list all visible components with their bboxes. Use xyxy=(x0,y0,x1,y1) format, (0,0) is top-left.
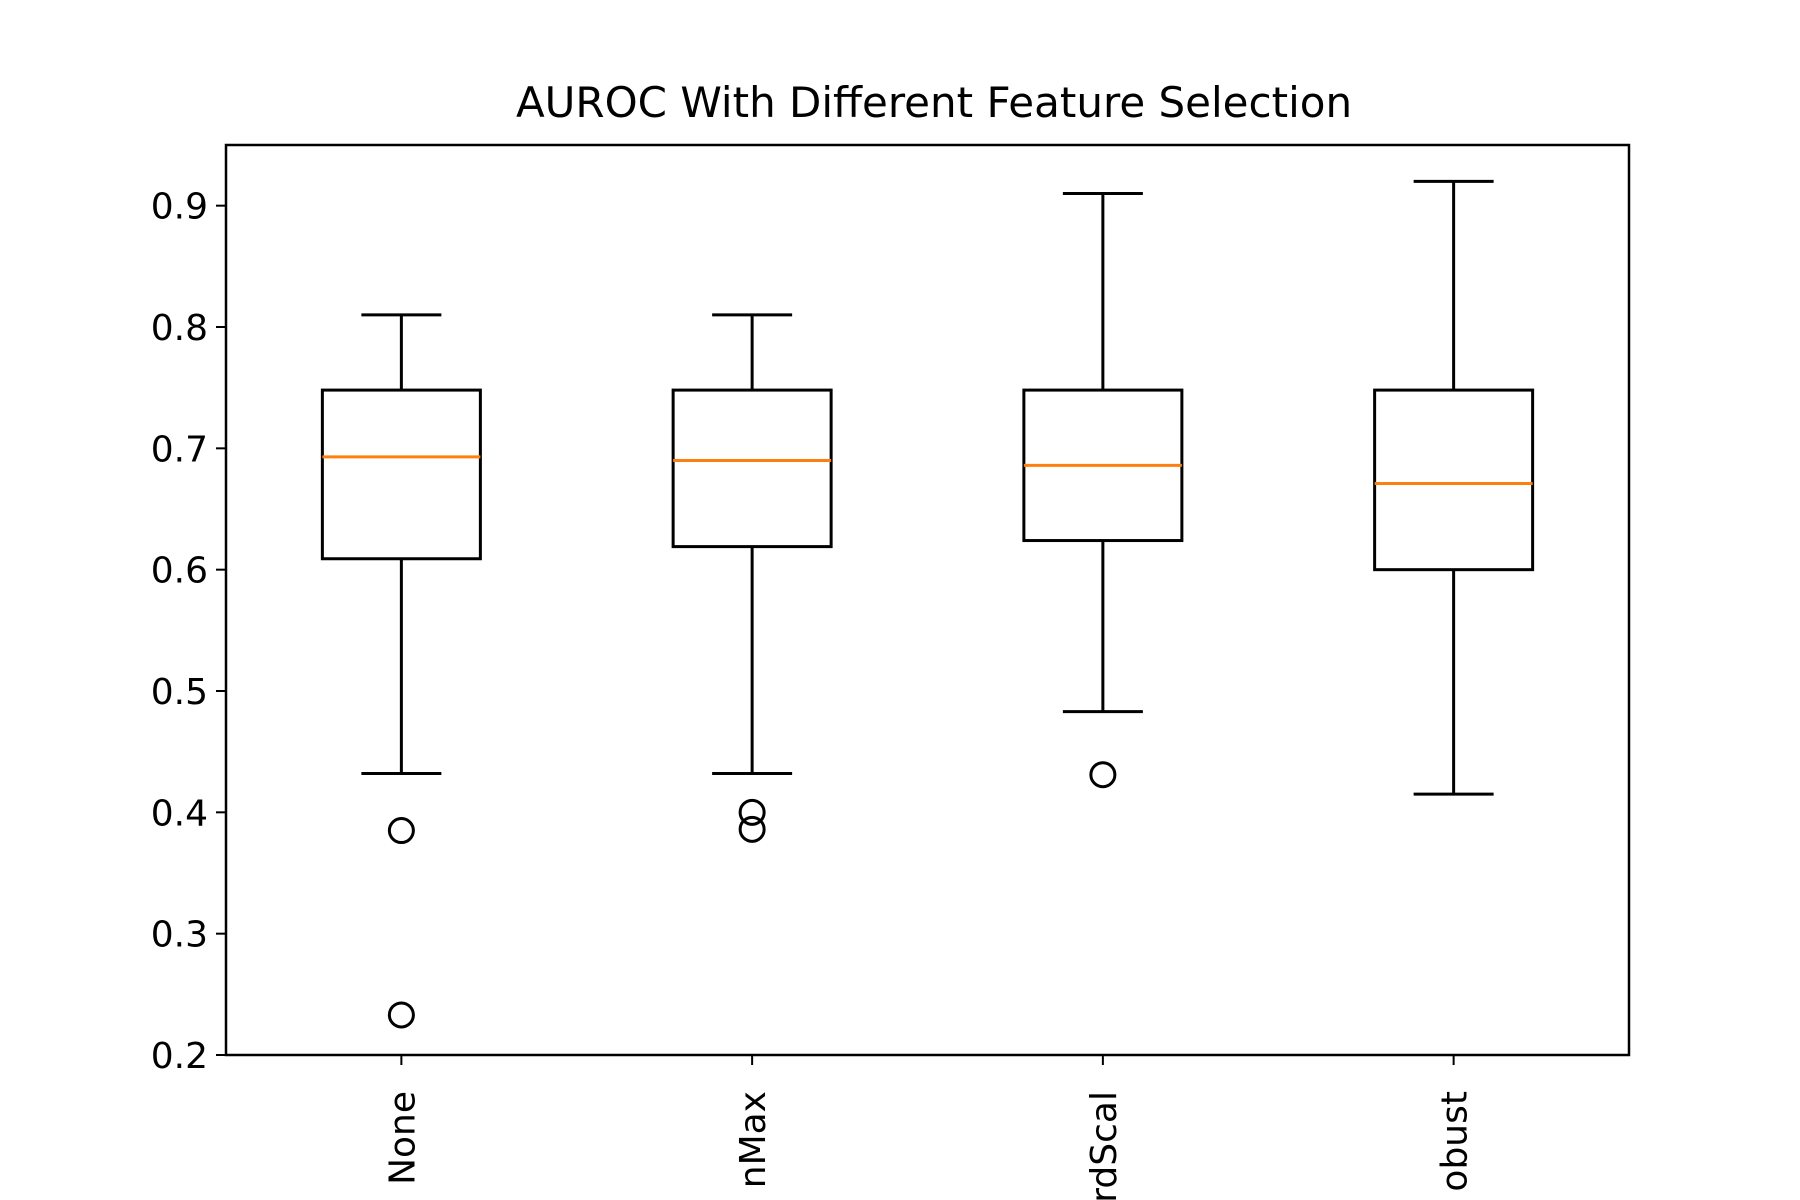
chart-title: AUROC With Different Feature Selection xyxy=(516,78,1352,127)
y-tick-label: 0.9 xyxy=(151,187,208,228)
plot-area: 0.2 0.3 0.4 0.5 0.6 0.7 0.8 0.9 None nMax rdScal ob… xyxy=(151,143,1631,1200)
box-group-obust xyxy=(1373,179,1535,796)
outlier-point xyxy=(1089,761,1117,789)
x-tick-label: rdScal xyxy=(1084,1091,1125,1200)
y-tick-label: 0.6 xyxy=(151,551,208,592)
y-tick-label: 0.5 xyxy=(151,672,208,713)
box-group-None xyxy=(320,313,482,1029)
box-group-rdScal xyxy=(1022,192,1184,789)
outlier-point xyxy=(387,817,415,845)
y-tick-label: 0.2 xyxy=(151,1036,208,1077)
iqr-box xyxy=(671,388,833,549)
y-tick-label: 0.3 xyxy=(151,915,208,956)
axes-frame xyxy=(224,143,1631,1057)
y-tick-label: 0.8 xyxy=(151,308,208,349)
outlier-point xyxy=(387,1001,415,1029)
x-tick-label: None xyxy=(382,1091,423,1185)
iqr-box xyxy=(1373,388,1535,572)
iqr-box xyxy=(320,388,482,561)
y-tick-label: 0.4 xyxy=(151,793,208,834)
outlier-point xyxy=(738,798,766,826)
box-group-nMax xyxy=(671,313,833,843)
x-tick-label: obust xyxy=(1435,1091,1476,1192)
y-tick-label: 0.7 xyxy=(151,429,208,470)
outlier-point xyxy=(738,815,766,843)
x-tick-label: nMax xyxy=(733,1091,774,1188)
